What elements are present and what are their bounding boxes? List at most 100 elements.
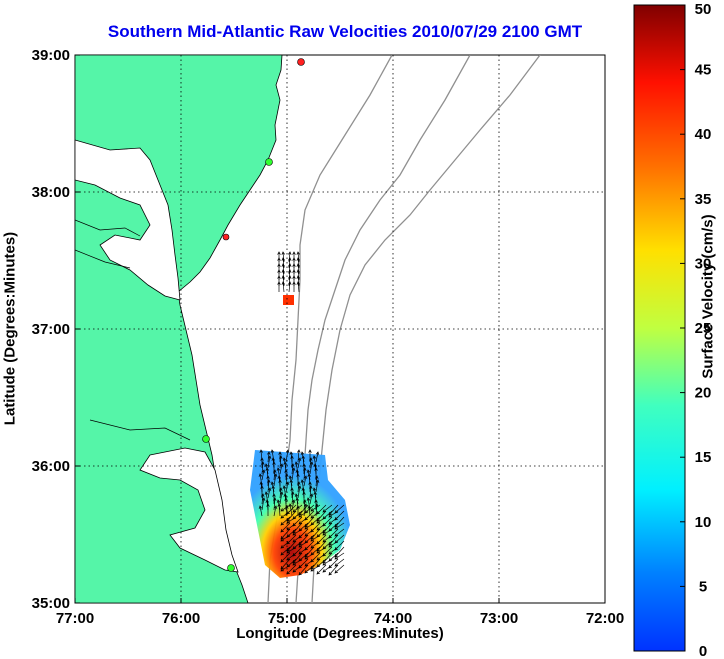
velocity-vector: [322, 540, 333, 550]
y-tick-label: 37:00: [32, 321, 70, 338]
velocity-vector: [273, 473, 278, 487]
velocity-vector: [322, 522, 333, 534]
velocity-vector: [280, 552, 291, 563]
velocity-vector: [300, 479, 305, 493]
velocity-vector: [279, 487, 283, 499]
y-tick-label: 39:00: [32, 47, 70, 64]
velocity-vector: [307, 505, 311, 517]
velocity-vector: [294, 461, 299, 475]
velocity-vector: [298, 528, 309, 539]
velocity-vector: [316, 510, 327, 522]
velocity-vector: [286, 510, 297, 522]
station-marker: [202, 435, 210, 443]
velocity-vector: [280, 558, 291, 570]
colorbar-tick-label: 30: [695, 255, 712, 272]
velocity-vector: [292, 281, 296, 292]
velocity-vector: [264, 491, 269, 505]
velocity-vector: [334, 552, 345, 560]
velocity-vector: [281, 281, 285, 293]
velocity-vector: [292, 510, 303, 520]
colorbar-tick-label: 35: [695, 191, 712, 208]
velocity-vector: [304, 504, 315, 514]
velocity-vector: [273, 505, 278, 517]
colorbar: [633, 4, 686, 652]
velocity-vector: [334, 516, 345, 528]
x-tick-label: 75:00: [268, 610, 306, 627]
velocity-vector: [298, 552, 309, 562]
velocity-vector: [304, 510, 315, 521]
velocity-vector: [281, 257, 285, 269]
velocity-vector: [310, 558, 321, 570]
velocity-vector: [261, 493, 265, 505]
velocity-vector: [328, 504, 339, 516]
velocity-vector: [315, 479, 320, 493]
velocity-vector: [310, 552, 321, 563]
velocity-vector: [291, 467, 296, 481]
chesapeake-bay: [75, 139, 181, 301]
velocity-vector: [288, 257, 292, 269]
velocity-vector: [316, 558, 327, 568]
x-tick-label: 73:00: [480, 610, 518, 627]
velocity-vector: [334, 546, 345, 558]
velocity-vector: [281, 269, 285, 281]
velocity-vector: [334, 528, 345, 537]
velocity-vector: [334, 510, 345, 521]
velocity-vector: [288, 281, 292, 293]
velocity-vector: [316, 540, 327, 552]
velocity-vector: [322, 504, 333, 513]
station-marker: [222, 233, 230, 241]
velocity-vector: [292, 540, 303, 550]
velocity-vector: [298, 522, 309, 532]
velocity-vector: [298, 534, 309, 546]
velocity-vector: [298, 558, 309, 569]
grid-lines: [75, 55, 605, 603]
velocity-vector: [261, 497, 266, 511]
velocity-vector: [328, 564, 339, 576]
colorbar-tick-label: 45: [695, 62, 712, 79]
velocity-vector: [277, 503, 281, 517]
velocity-vector: [288, 269, 292, 281]
velocity-vector: [328, 558, 339, 569]
velocity-vector: [312, 455, 317, 469]
velocity-vector: [288, 275, 292, 287]
x-tick-label: 77:00: [56, 610, 94, 627]
velocity-vector: [316, 528, 327, 538]
velocity-vector: [328, 534, 339, 546]
velocity-vector: [258, 505, 263, 517]
velocity-vector: [281, 263, 285, 275]
velocity-vector: [280, 504, 291, 512]
y-tick-label: 38:00: [32, 184, 70, 201]
velocity-vector: [334, 504, 345, 514]
velocity-vector: [286, 534, 297, 545]
velocity-vector: [298, 564, 309, 576]
colorbar-tick-label: 50: [695, 1, 712, 18]
velocity-vector: [328, 522, 339, 532]
velocity-vector: [296, 275, 300, 287]
velocity-vector: [310, 504, 321, 512]
velocity-vector: [303, 499, 307, 511]
velocity-vector: [281, 275, 285, 287]
station-marker: [227, 564, 235, 572]
velocity-vector: [292, 546, 303, 557]
velocity-vector: [328, 552, 339, 562]
y-tick-label: 36:00: [32, 458, 70, 475]
velocity-vector: [296, 281, 300, 293]
velocity-vector: [297, 485, 302, 499]
velocity-vector: [322, 546, 333, 557]
station-marker: [297, 58, 305, 66]
velocity-vector: [267, 455, 272, 469]
velocity-vector: [297, 457, 302, 469]
velocity-vector: [310, 546, 321, 556]
velocity-vector: [296, 251, 300, 263]
x-tick-label: 74:00: [374, 610, 412, 627]
x-tick-label: 76:00: [162, 610, 200, 627]
map-title: Southern Mid-Atlantic Raw Velocities 201…: [107, 22, 583, 41]
velocity-vector: [296, 269, 300, 281]
velocity-vector: [306, 497, 311, 511]
colorbar-tick-label: 15: [695, 449, 712, 466]
velocity-vector: [310, 528, 321, 540]
velocity-vector: [309, 461, 314, 475]
velocity-vector: [310, 516, 321, 526]
x-axis-label: Longitude (Degrees:Minutes): [236, 625, 444, 642]
x-tick-label: 72:00: [586, 610, 624, 627]
